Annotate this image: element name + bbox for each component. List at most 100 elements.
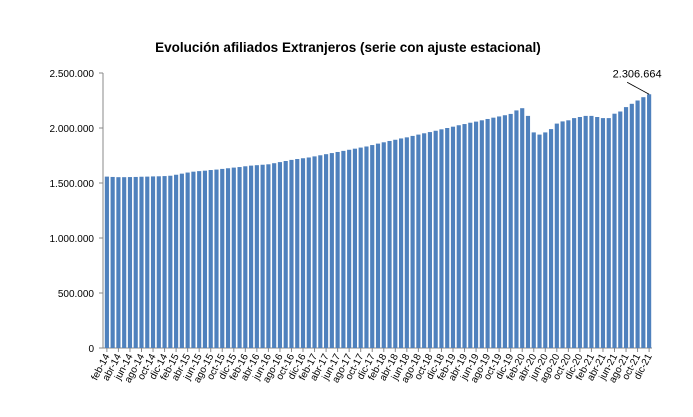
bar-ago-20	[554, 123, 559, 348]
bar-nov-14	[156, 176, 161, 348]
bar-oct-16	[289, 159, 294, 348]
bar-jun-21	[612, 113, 617, 348]
annotation-label: 2.306.664	[613, 68, 662, 80]
bar-oct-19	[497, 116, 502, 348]
bar-ene-16	[237, 167, 242, 348]
bar-may-18	[398, 138, 404, 348]
bar-dic-20	[577, 117, 582, 348]
y-tick-label: 2.500.000	[50, 69, 95, 80]
bar-abr-17	[324, 154, 329, 348]
bar-ene-18	[375, 143, 381, 348]
bar-jul-16	[272, 163, 277, 348]
y-tick-label: 1.500.000	[50, 179, 95, 190]
bar-feb-20	[520, 108, 525, 348]
bar-dic-17	[370, 145, 375, 348]
bar-mar-21	[595, 117, 600, 348]
bar-oct-18	[427, 132, 432, 348]
bar-ago-15	[208, 170, 213, 348]
bar-jul-19	[479, 120, 484, 348]
bar-sep-14	[145, 176, 150, 348]
bar-mar-16	[249, 165, 254, 348]
bar-oct-20	[566, 120, 571, 348]
bar-mar-20	[525, 115, 531, 349]
y-tick-label: 1.000.000	[50, 234, 95, 245]
bar-sep-16	[283, 161, 288, 348]
y-tick-label: 0	[88, 344, 94, 355]
bar-abr-15	[185, 172, 190, 348]
bar-feb-16	[243, 166, 248, 348]
bar-nov-18	[433, 130, 438, 348]
bar-oct-14	[150, 176, 156, 348]
bar-jul-18	[410, 135, 415, 348]
bar-abr-21	[600, 118, 606, 348]
bar-oct-17	[358, 147, 363, 348]
bar-feb-21	[589, 115, 594, 349]
bar-may-16	[260, 164, 265, 348]
bar-may-21	[606, 118, 611, 348]
bar-may-17	[329, 153, 334, 348]
bar-jun-14	[127, 177, 133, 348]
bar-ene-21	[583, 115, 588, 349]
bar-oct-21	[635, 100, 640, 348]
bar-mar-17	[318, 155, 323, 348]
bar-feb-15	[174, 174, 179, 348]
y-tick-label: 2.000.000	[50, 124, 95, 135]
bar-mar-15	[179, 173, 184, 348]
y-tick-label: 500.000	[58, 289, 95, 300]
bar-dic-19	[508, 113, 513, 348]
bar-nov-20	[572, 118, 577, 348]
bar-feb-19	[450, 126, 456, 349]
bar-mar-14	[110, 176, 115, 348]
bar-jul-15	[202, 170, 208, 348]
bar-sep-21	[629, 103, 634, 348]
bar-feb-17	[312, 156, 317, 348]
bar-abr-19	[462, 124, 467, 348]
bar-ago-16	[277, 162, 283, 348]
bar-may-19	[468, 122, 473, 348]
bar-jun-16	[266, 164, 271, 348]
bar-dic-21	[647, 94, 652, 348]
bar-ene-20	[514, 110, 519, 349]
bar-ago-17	[347, 149, 352, 348]
bar-sep-17	[352, 148, 358, 348]
bar-ene-15	[168, 175, 173, 348]
bar-feb-14	[104, 176, 109, 348]
bar-nov-21	[641, 97, 646, 348]
bar-jun-15	[197, 171, 202, 348]
bar-jun-17	[335, 151, 340, 348]
bar-nov-17	[364, 146, 369, 348]
bar-jun-20	[543, 132, 548, 348]
bar-feb-18	[381, 142, 386, 348]
bar-ago-14	[139, 176, 144, 348]
bar-ene-17	[306, 157, 311, 348]
bar-abr-14	[116, 177, 121, 348]
bar-oct-15	[220, 168, 225, 348]
bar-abr-20	[531, 132, 536, 348]
bar-dic-15	[231, 167, 236, 348]
bar-sep-19	[491, 117, 496, 348]
bar-jul-14	[133, 176, 138, 348]
bar-nov-19	[502, 115, 507, 349]
chart-title: Evolución afiliados Extranjeros (serie c…	[155, 40, 541, 55]
bar-mar-19	[456, 125, 461, 348]
bar-ago-18	[416, 134, 421, 348]
bar-may-15	[191, 171, 196, 348]
bar-jun-18	[404, 137, 409, 348]
bar-may-14	[122, 177, 127, 348]
bar-ene-19	[445, 128, 450, 348]
bar-ago-21	[623, 107, 629, 348]
bar-sep-18	[422, 133, 427, 348]
bar-nov-16	[295, 159, 300, 348]
annotation-leader-line	[626, 81, 650, 95]
bar-sep-20	[560, 121, 565, 349]
bar-dic-18	[439, 129, 444, 348]
bar-dic-14	[162, 176, 167, 348]
bar-jul-21	[618, 111, 623, 348]
bar-nov-15	[225, 168, 231, 348]
bar-abr-16	[254, 165, 259, 348]
bar-jun-19	[473, 121, 479, 349]
bar-jul-17	[341, 150, 346, 348]
bar-jul-20	[548, 129, 554, 348]
bar-dic-16	[300, 158, 306, 348]
